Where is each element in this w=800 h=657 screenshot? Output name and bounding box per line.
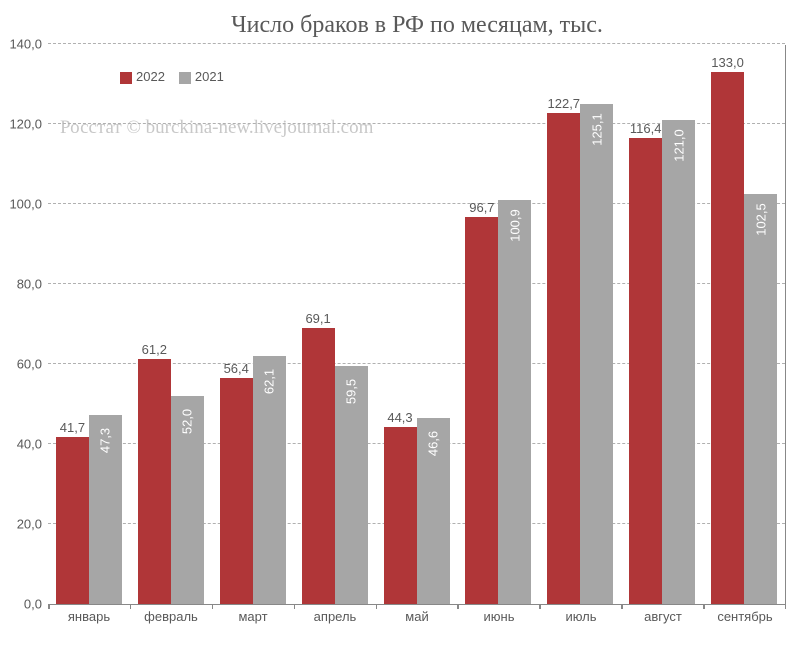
bar-group: 96,7 100,9: [457, 45, 539, 604]
bar-value-label: 61,2: [142, 342, 167, 359]
bar-2022: 69,1: [302, 328, 335, 604]
bar-group: 133,0 102,5: [703, 45, 785, 604]
x-tick: [703, 604, 705, 609]
x-tick: [212, 604, 214, 609]
x-tick: [621, 604, 623, 609]
bar-2021: 52,0: [171, 396, 204, 604]
bar-value-label: 133,0: [711, 55, 744, 72]
bar-2022: 96,7: [465, 217, 498, 604]
x-tick: [785, 604, 787, 609]
bar-value-label: 96,7: [469, 200, 494, 217]
y-axis-label: 0,0: [24, 597, 48, 612]
bars-container: 41,7 47,3 61,2 52,0 56,4 62,1 69,1 59,5 44,3 46,6…: [48, 45, 785, 604]
x-axis-labels: январьфевральмартапрельмайиюньиюльавгуст…: [48, 609, 786, 624]
x-axis-category: июль: [540, 609, 622, 624]
bar-value-label: 47,3: [98, 428, 113, 453]
bar-2021: 62,1: [253, 356, 286, 604]
x-axis-category: июнь: [458, 609, 540, 624]
y-axis-label: 120,0: [9, 117, 48, 132]
bar-2022: 44,3: [384, 427, 417, 604]
chart-container: Число браков в РФ по месяцам, тыс. 2022 …: [0, 0, 800, 657]
y-axis-label: 100,0: [9, 197, 48, 212]
bar-group: 61,2 52,0: [130, 45, 212, 604]
bar-group: 56,4 62,1: [212, 45, 294, 604]
x-axis-category: сентябрь: [704, 609, 786, 624]
bar-value-label: 41,7: [60, 420, 85, 437]
bar-group: 122,7 125,1: [539, 45, 621, 604]
bar-value-label: 100,9: [507, 210, 522, 243]
bar-2022: 116,4: [629, 138, 662, 604]
x-axis-category: март: [212, 609, 294, 624]
y-axis-label: 60,0: [17, 357, 48, 372]
bar-group: 44,3 46,6: [376, 45, 458, 604]
bar-value-label: 52,0: [180, 409, 195, 434]
bar-2021: 121,0: [662, 120, 695, 604]
bar-value-label: 102,5: [753, 203, 768, 236]
bar-2021: 46,6: [417, 418, 450, 604]
bar-group: 41,7 47,3: [48, 45, 130, 604]
bar-2022: 61,2: [138, 359, 171, 604]
bar-value-label: 62,1: [262, 368, 277, 393]
bar-value-label: 59,5: [344, 379, 359, 404]
bar-2022: 122,7: [547, 113, 580, 604]
x-axis-category: январь: [48, 609, 130, 624]
bar-2021: 100,9: [498, 200, 531, 604]
bar-value-label: 69,1: [305, 311, 330, 328]
x-tick: [539, 604, 541, 609]
chart-title: Число браков в РФ по месяцам, тыс.: [48, 12, 786, 39]
x-tick: [130, 604, 132, 609]
x-tick: [457, 604, 459, 609]
bar-2022: 133,0: [711, 72, 744, 604]
bar-value-label: 46,6: [426, 430, 441, 455]
bar-2021: 102,5: [744, 194, 777, 604]
bar-group: 69,1 59,5: [294, 45, 376, 604]
x-axis-category: апрель: [294, 609, 376, 624]
bar-2022: 56,4: [220, 378, 253, 604]
x-tick: [376, 604, 378, 609]
y-axis-label: 140,0: [9, 37, 48, 52]
bar-2021: 47,3: [89, 415, 122, 604]
bar-group: 116,4 121,0: [621, 45, 703, 604]
bar-value-label: 56,4: [224, 361, 249, 378]
bar-2021: 59,5: [335, 366, 368, 604]
x-tick: [294, 604, 296, 609]
y-axis-label: 20,0: [17, 517, 48, 532]
grid-line: [48, 43, 785, 44]
bar-value-label: 122,7: [548, 96, 581, 113]
x-axis-category: февраль: [130, 609, 212, 624]
bar-value-label: 44,3: [387, 410, 412, 427]
bar-value-label: 125,1: [589, 113, 604, 146]
bar-2021: 125,1: [580, 104, 613, 604]
bar-value-label: 121,0: [671, 129, 686, 162]
plot-area: 2022 2021 Росстат © burckina-new.livejou…: [48, 45, 786, 605]
x-axis-category: август: [622, 609, 704, 624]
y-axis-label: 80,0: [17, 277, 48, 292]
x-axis-category: май: [376, 609, 458, 624]
y-axis-label: 40,0: [17, 437, 48, 452]
bar-value-label: 116,4: [630, 121, 662, 138]
x-tick: [48, 604, 50, 609]
bar-2022: 41,7: [56, 437, 89, 604]
